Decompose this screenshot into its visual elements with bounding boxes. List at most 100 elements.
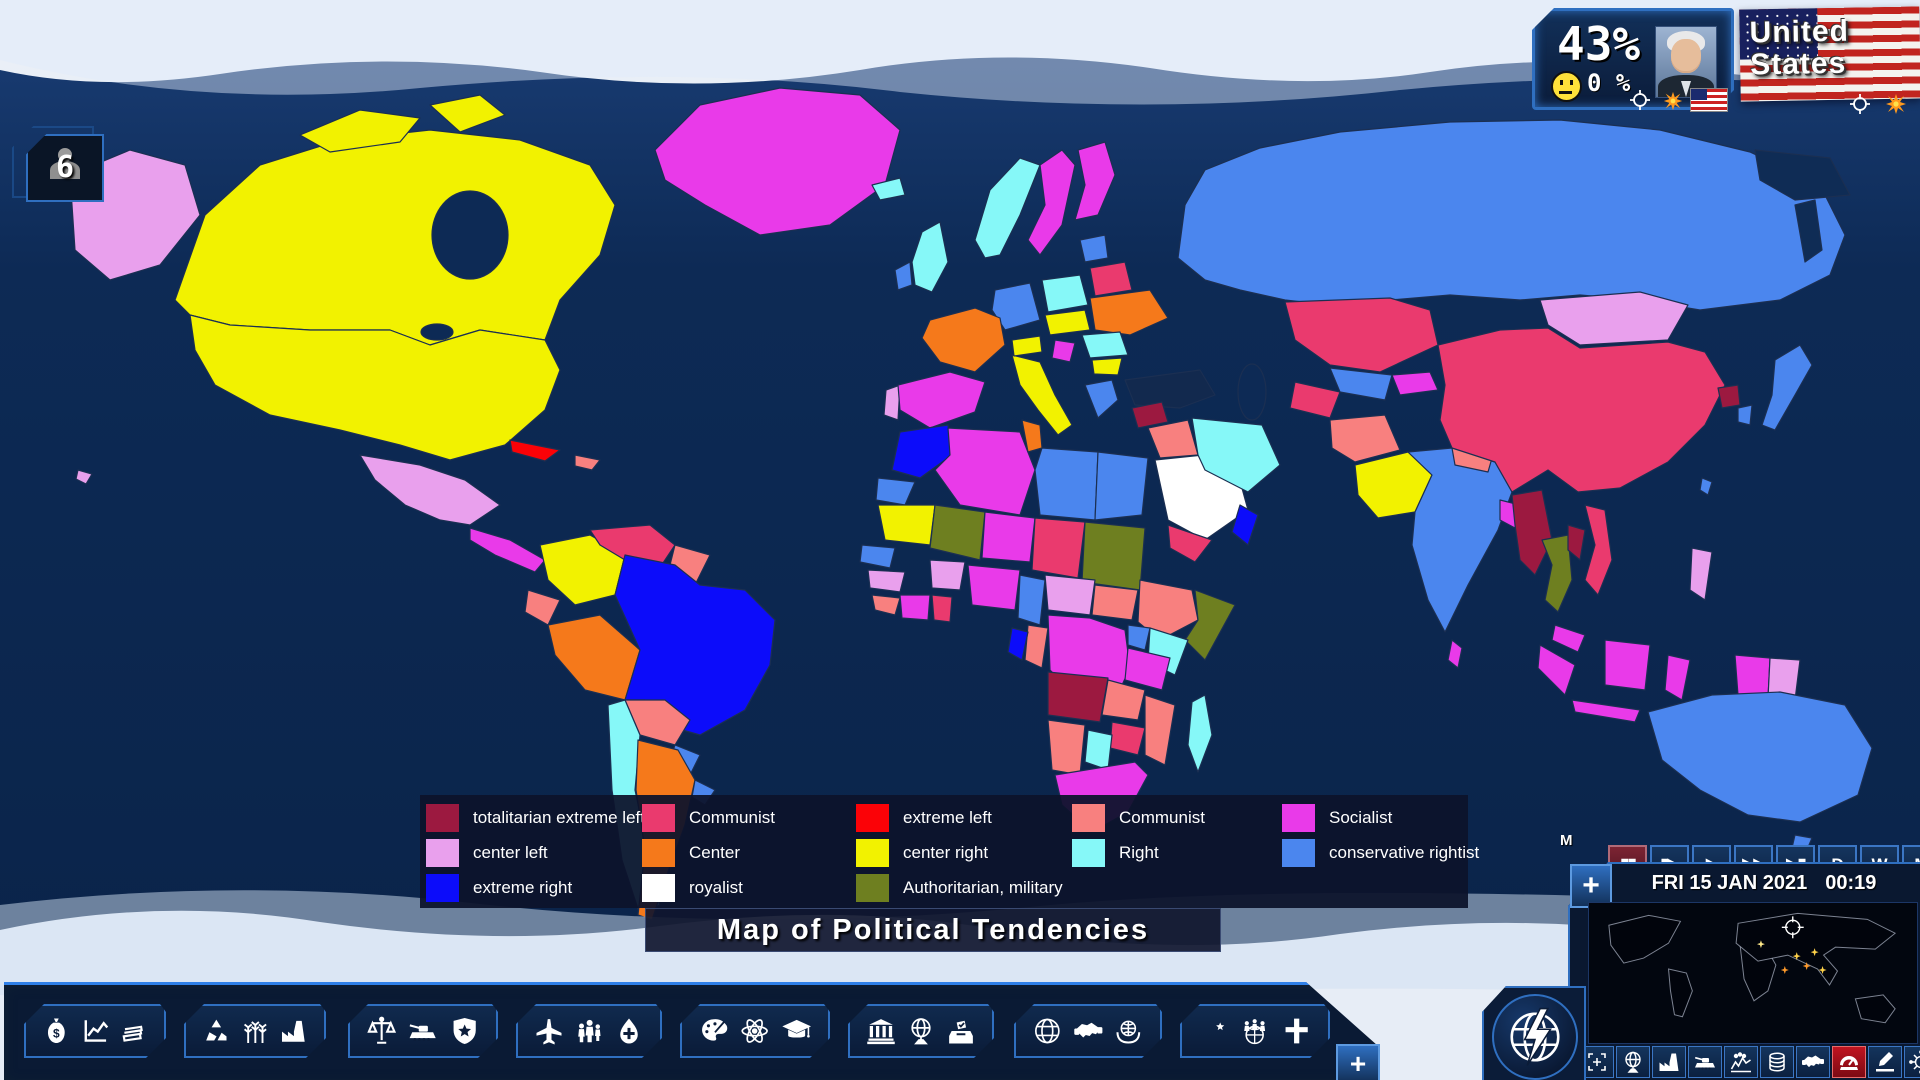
region-syria[interactable] [1131,401,1169,429]
palette-icon[interactable] [698,1012,729,1050]
region-sumatra[interactable] [1537,644,1576,696]
region-ghana[interactable] [931,594,953,623]
health-drop-icon[interactable] [614,1012,644,1050]
graduation-cap-icon[interactable] [781,1012,812,1050]
region-central-europe[interactable] [1044,309,1091,336]
region-srilanka[interactable] [1447,639,1463,669]
population-chart-icon[interactable] [1724,1046,1758,1078]
region-southkorea[interactable] [1737,404,1753,426]
region-car[interactable] [1044,574,1096,616]
region-romania[interactable] [1081,331,1129,359]
country-flag-panel[interactable]: United States [1739,6,1920,102]
region-philippines[interactable] [1689,547,1713,601]
region-southsudan[interactable] [1091,584,1139,621]
region-liberia[interactable] [871,594,901,616]
region-afghanistan[interactable] [1329,414,1401,463]
region-spain[interactable] [897,371,986,429]
region-mauritania[interactable] [877,504,936,546]
atom-icon[interactable] [739,1012,770,1050]
region-guinea[interactable] [867,569,906,593]
toolbar-group-religion[interactable] [1180,1004,1330,1058]
region-greece[interactable] [1084,379,1119,419]
region-yemen[interactable] [1167,524,1213,563]
toolbar-group-society[interactable] [516,1004,662,1058]
region-australia[interactable] [1647,691,1873,823]
globe-stand-icon[interactable] [1616,1046,1650,1078]
crosshair-icon[interactable] [1848,92,1872,116]
gauge-alert-icon[interactable] [1832,1046,1866,1078]
region-malaysia[interactable] [1551,624,1586,653]
region-algeria[interactable] [934,427,1036,516]
region-laos[interactable] [1567,524,1586,561]
region-baltics[interactable] [1079,234,1109,263]
region-ethiopia[interactable] [1137,579,1199,641]
region-france[interactable] [921,307,1006,373]
factory-icon[interactable] [1652,1046,1686,1078]
region-bulgaria[interactable] [1091,357,1123,376]
money-stack-icon[interactable] [1760,1046,1794,1078]
region-taiwan[interactable] [1699,477,1713,496]
region-finland[interactable] [1074,141,1116,221]
region-newguinea-w[interactable] [1734,654,1771,699]
region-madagascar[interactable] [1187,694,1213,773]
region-ukraine[interactable] [1089,289,1169,336]
region-alps[interactable] [1011,335,1043,357]
virus-icon[interactable] [1904,1046,1920,1078]
region-botswana[interactable] [1084,729,1113,771]
region-namibia[interactable] [1047,719,1086,776]
region-libya[interactable] [1034,447,1099,521]
region-brazil[interactable] [614,554,776,736]
region-norway[interactable] [974,157,1041,259]
toolbar-group-politics[interactable] [848,1004,994,1058]
region-angola[interactable] [1047,671,1109,723]
toolbar-group-production[interactable] [184,1004,326,1058]
region-cameroon[interactable] [1017,574,1046,626]
region-northkorea[interactable] [1717,384,1741,409]
signing-hand-icon[interactable] [1868,1046,1902,1078]
region-sulawesi[interactable] [1664,654,1691,701]
region-sweden[interactable] [1027,149,1076,256]
region-uganda[interactable] [1127,624,1151,651]
region-arctic-islands2[interactable] [429,94,506,133]
minimap-expand-button[interactable]: + [1570,864,1612,908]
region-china[interactable] [1437,327,1726,493]
region-java[interactable] [1571,699,1641,723]
banknotes-icon[interactable] [119,1012,148,1050]
region-egypt[interactable] [1094,451,1149,521]
region-cuba[interactable] [509,439,561,462]
region-serbia[interactable] [1051,339,1076,363]
leader-portrait[interactable] [1655,26,1717,98]
wheat-icon[interactable] [241,1012,270,1050]
wireframe-globe-icon[interactable] [1032,1012,1063,1050]
region-ireland[interactable] [894,261,913,291]
family-icon[interactable] [574,1012,604,1050]
region-oman[interactable] [1231,504,1259,546]
chart-icon[interactable] [81,1012,110,1050]
minimap[interactable] [1588,902,1918,1044]
region-vietnam[interactable] [1584,504,1613,596]
region-germany[interactable] [991,282,1041,331]
advisor-badge[interactable]: 6 [12,126,104,202]
toolbar-group-state-defense[interactable] [348,1004,498,1058]
crescent-star-icon[interactable] [1198,1012,1229,1050]
toolbar-group-culture[interactable] [680,1004,830,1058]
region-borneo[interactable] [1604,639,1651,691]
region-senegal[interactable] [859,544,896,569]
region-turkey[interactable] [1124,369,1216,409]
region-ivorycoast[interactable] [899,594,931,621]
region-burkina[interactable] [929,559,966,591]
region-turkmenistan[interactable] [1289,381,1341,419]
toolbar-group-diplomacy[interactable] [1014,1004,1162,1058]
handshake-icon[interactable] [1796,1046,1830,1078]
tank-icon[interactable] [407,1012,438,1050]
region-mali[interactable] [929,504,986,561]
region-japan[interactable] [1761,344,1813,431]
region-mozambique[interactable] [1144,694,1176,766]
region-morocco[interactable] [891,424,953,479]
region-central-america[interactable] [469,527,546,573]
region-niger[interactable] [981,511,1036,563]
region-italy[interactable] [1011,354,1073,436]
parliament-icon[interactable] [866,1012,896,1050]
handshake-icon[interactable] [1073,1012,1104,1050]
region-portugal[interactable] [883,384,901,421]
